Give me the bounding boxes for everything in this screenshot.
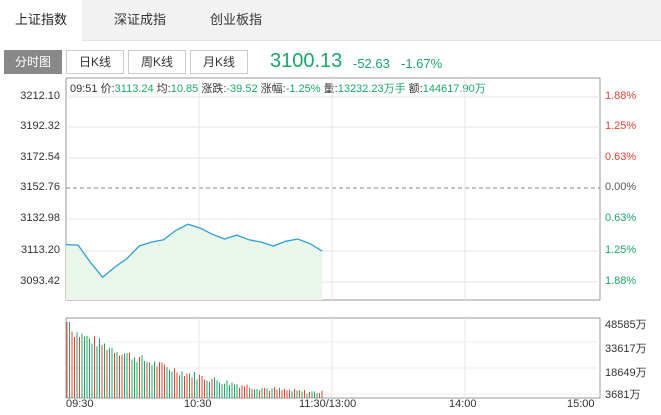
- tick-time: 09:51: [70, 83, 98, 95]
- tick-avg: 10.85: [170, 83, 199, 95]
- index-price: 3100.13: [270, 50, 343, 72]
- volume-panel-frame: [65, 317, 601, 399]
- tab-timeshare[interactable]: 分时图: [4, 50, 62, 74]
- price-label: 价:: [100, 83, 115, 95]
- price-line: [65, 223, 323, 279]
- index-change: -52.63: [353, 56, 390, 71]
- tab-shenzhen[interactable]: 深证成指: [113, 12, 166, 27]
- pct-axis-label: 0.63%: [605, 212, 637, 224]
- price-axis-label: 3093.42: [20, 275, 60, 287]
- time-axis-label: 14:00: [449, 398, 477, 410]
- tab-shanghai[interactable]: 上证指数: [0, 0, 82, 42]
- pct-axis-label: 1.25%: [605, 120, 637, 132]
- change-label: 涨跌:: [201, 83, 227, 95]
- price-axis-label: 3212.10: [20, 90, 60, 102]
- index-change-pct: -1.67%: [401, 56, 443, 71]
- tick-info-bar: 09:51 价:3113.24 均:10.85 涨跌:-39.52 涨幅:-1.…: [70, 80, 486, 96]
- volume-axis-label: 48585万: [605, 319, 647, 331]
- tab-weekly-k[interactable]: 周K线: [128, 50, 186, 74]
- price-axis-label: 3132.98: [20, 212, 60, 224]
- price-axis-label: 3172.54: [20, 151, 60, 163]
- pct-axis-label: 0.00%: [605, 181, 637, 193]
- avg-label: 均:: [156, 83, 171, 95]
- index-tabs: 上证指数 深证成指 创业板指: [0, 0, 661, 42]
- pct-axis-label: 1.25%: [605, 244, 637, 256]
- amp-label: 涨幅:: [260, 83, 286, 95]
- tick-volume: 13232.23万手: [337, 83, 406, 95]
- time-axis-label: 15:00: [567, 398, 595, 410]
- tick-change: -39.52: [226, 83, 258, 95]
- amt-label: 额:: [408, 83, 423, 95]
- price-axis-label: 3152.76: [20, 181, 60, 193]
- price-axis-label: 3113.20: [21, 244, 60, 256]
- price-axis-label: 3192.32: [20, 120, 60, 132]
- volume-axis-label: 3681万: [605, 389, 641, 401]
- tick-price: 3113.24: [114, 83, 154, 95]
- tab-daily-k[interactable]: 日K线: [66, 50, 124, 74]
- tick-amount: 144617.90万: [422, 83, 486, 95]
- vol-label: 量:: [323, 83, 338, 95]
- time-axis-label: 09:30: [66, 398, 94, 410]
- pct-axis-label: 0.63%: [605, 151, 637, 163]
- tab-chinext[interactable]: 创业板指: [209, 12, 262, 27]
- pct-axis-label: 1.88%: [605, 90, 637, 102]
- tick-amp: -1.25%: [285, 83, 321, 95]
- pct-axis-label: 1.88%: [605, 275, 637, 287]
- volume-axis-label: 18649万: [605, 367, 647, 379]
- price-panel-frame: [65, 77, 601, 301]
- price-area: [66, 224, 323, 300]
- time-axis-label: 10:30: [184, 398, 212, 410]
- volume-axis-label: 33617万: [605, 343, 647, 355]
- time-axis-label: 11:30/13:00: [299, 398, 357, 410]
- tab-monthly-k[interactable]: 月K线: [190, 50, 248, 74]
